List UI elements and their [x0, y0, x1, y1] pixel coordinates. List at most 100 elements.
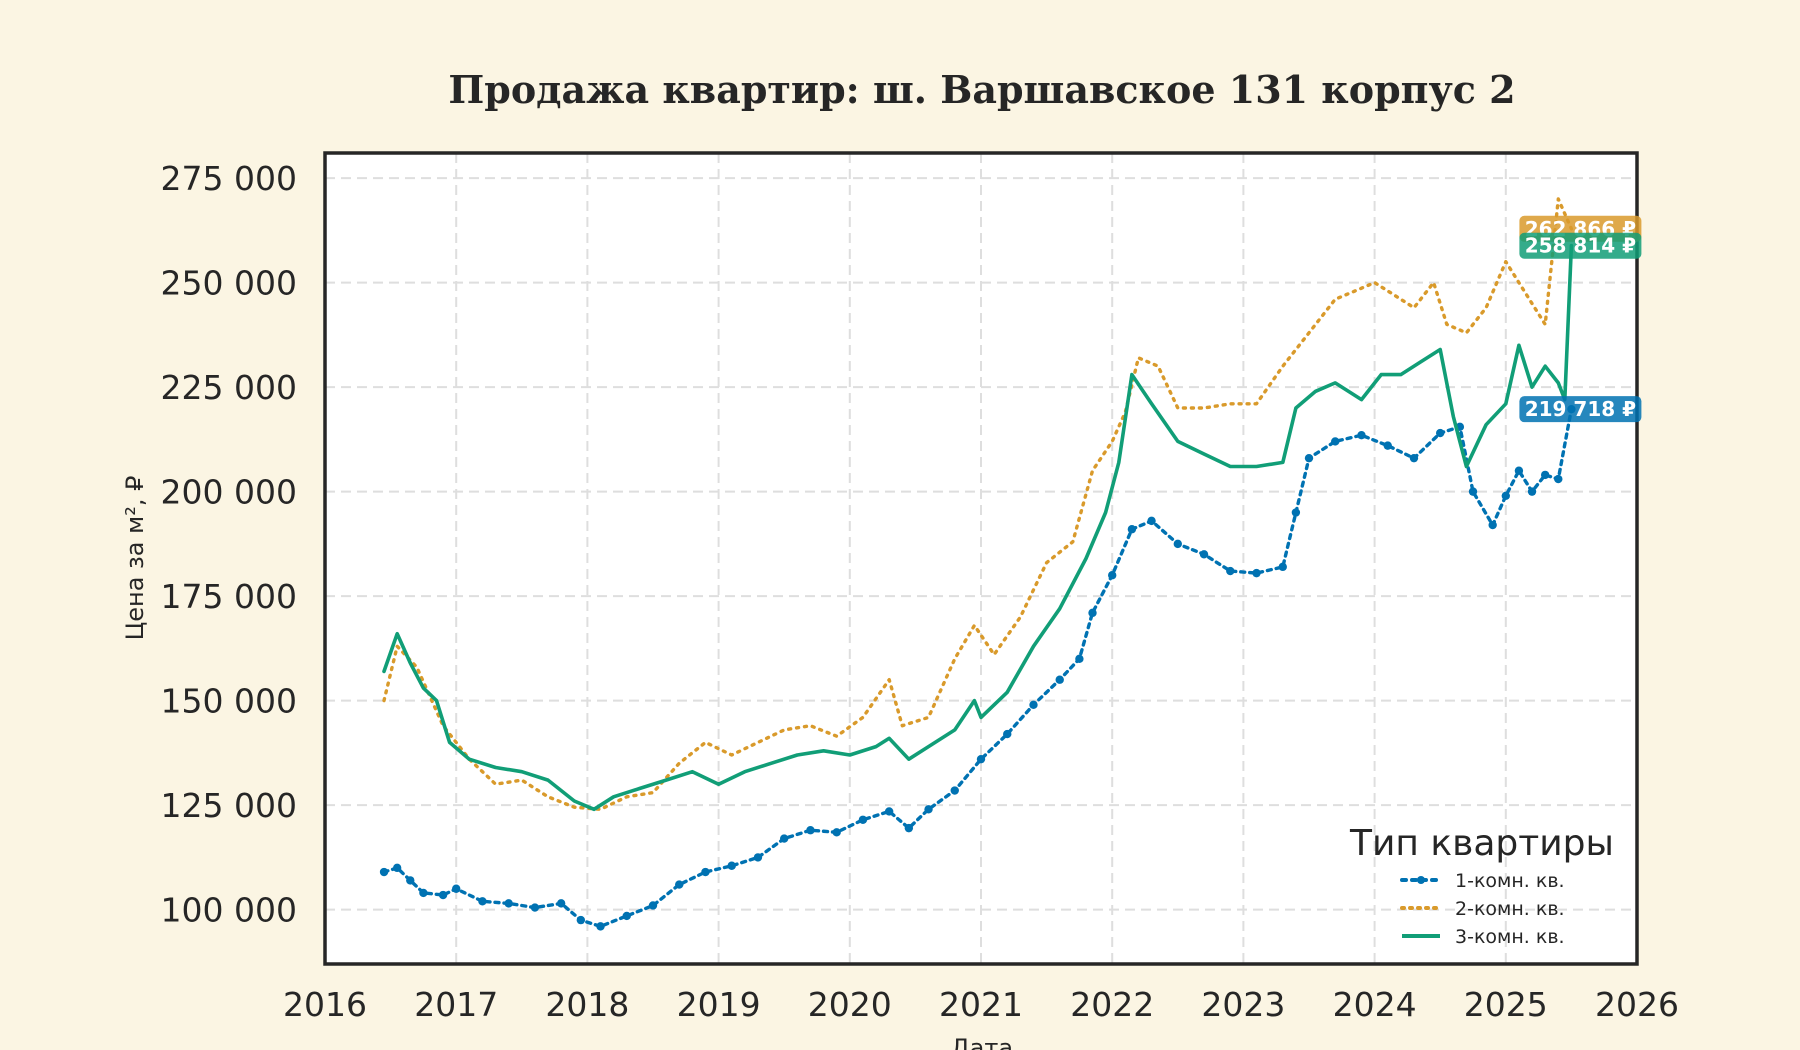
y-tick-label: 175 000 [161, 577, 297, 616]
series-point [1468, 487, 1478, 496]
series-point [1003, 729, 1012, 739]
series-point [1331, 437, 1340, 446]
series-point [1527, 487, 1537, 496]
series-point [478, 897, 487, 906]
legend-label-3: 3-комн. кв. [1455, 926, 1565, 948]
series-point [806, 826, 815, 835]
series-point [1501, 491, 1511, 500]
series-point [1199, 550, 1209, 559]
x-tick-label: 2020 [808, 985, 892, 1024]
series-point [530, 903, 540, 912]
series-line-2 [382, 197, 1574, 811]
series-point [1088, 608, 1097, 618]
series-point [438, 890, 448, 900]
series-point [832, 828, 841, 837]
series-point [1252, 568, 1261, 578]
series-point [924, 805, 933, 814]
series-point [1383, 441, 1392, 450]
end-label-text: 219 718 ₽ [1525, 397, 1636, 421]
x-tick-label: 2017 [414, 985, 498, 1024]
series-point [780, 834, 789, 843]
chart-title: Продажа квартир: ш. Варшавское 131 корпу… [448, 67, 1515, 112]
end-label-box [1519, 232, 1642, 259]
x-tick-label: 2023 [1201, 985, 1285, 1024]
legend-title: Тип квартиры [1349, 823, 1614, 864]
x-tick-label: 2018 [545, 985, 629, 1024]
series-point [1173, 539, 1183, 549]
series-point [406, 876, 415, 885]
end-label-box [1519, 396, 1642, 423]
x-tick-label: 2021 [939, 985, 1023, 1024]
series-point [452, 884, 461, 893]
legend-entry-1: 1-комн. кв. [1400, 870, 1565, 892]
series-point [504, 899, 513, 908]
series-point [1075, 654, 1084, 664]
series-point [701, 867, 710, 877]
legend-label-2: 2-комн. кв. [1455, 898, 1565, 920]
series-point [1436, 428, 1445, 438]
y-axis-label: Цена за м², ₽ [121, 476, 149, 641]
series-point [622, 911, 631, 921]
series-point [1514, 466, 1524, 475]
series-point [950, 786, 959, 795]
series-point [1304, 453, 1314, 463]
series-point [675, 880, 684, 889]
x-tick-label: 2026 [1595, 985, 1679, 1024]
x-axis-label: Дата [951, 1034, 1013, 1050]
series-point [1291, 508, 1301, 517]
series-point [1488, 520, 1497, 530]
series-line-1 [382, 407, 1574, 929]
series-point [1357, 430, 1366, 440]
series-point [556, 899, 566, 908]
end-labels: 262 866 ₽258 814 ₽219 718 ₽ [1519, 215, 1642, 423]
end-label-1: 219 718 ₽ [1519, 396, 1642, 423]
series-point [419, 888, 428, 898]
y-tick-label: 100 000 [161, 891, 297, 930]
y-axis-ticks: 100 000 125 000 150 000 175 000 200 000 225 0… [161, 159, 297, 930]
series-point [727, 861, 736, 870]
series-point [576, 915, 586, 925]
y-tick-label: 225 000 [161, 368, 297, 407]
legend-entry-2: 2-комн. кв. [1400, 898, 1565, 920]
series-point [648, 901, 658, 910]
y-tick-label: 150 000 [161, 682, 297, 721]
y-tick-label: 125 000 [161, 786, 297, 825]
legend-marker-1 [1417, 876, 1425, 884]
series-point [1226, 566, 1235, 576]
series-point [1409, 453, 1419, 463]
series-point [904, 823, 914, 833]
series-point [1147, 516, 1156, 526]
series-layer [379, 197, 1576, 931]
series-point [753, 853, 763, 862]
x-tick-label: 2024 [1333, 985, 1417, 1024]
series-point [858, 815, 868, 824]
y-tick-label: 250 000 [161, 264, 297, 303]
series-point [884, 807, 894, 816]
series-point [976, 754, 986, 764]
x-tick-label: 2019 [677, 985, 761, 1024]
series-point [1554, 474, 1563, 484]
end-label-text: 258 814 ₽ [1525, 234, 1636, 258]
series-point [379, 867, 389, 877]
series-point [1055, 675, 1064, 684]
x-tick-label: 2025 [1464, 985, 1548, 1024]
y-tick-label: 200 000 [161, 473, 297, 512]
series-point [1278, 562, 1287, 572]
legend-entry-3: 3-комн. кв. [1402, 926, 1565, 948]
plot-frame [323, 151, 1639, 966]
series-point [1540, 470, 1550, 480]
legend: Тип квартиры 1-комн. кв. 2-комн. кв. 3-к… [1349, 823, 1614, 948]
x-axis-ticks: 2016 2017 2018 2019 2020 2021 2022 2023 2024 2025… [283, 985, 1679, 1024]
series-point [1108, 571, 1117, 580]
series-point [1029, 700, 1038, 710]
y-tick-label: 275 000 [161, 159, 297, 198]
x-tick-label: 2016 [283, 985, 367, 1024]
legend-label-1: 1-комн. кв. [1455, 870, 1565, 892]
series-point [596, 922, 605, 931]
series-point [392, 863, 402, 873]
end-label-3: 258 814 ₽ [1519, 232, 1642, 259]
series-point [1127, 525, 1137, 534]
series-line-3 [382, 243, 1574, 812]
x-tick-label: 2022 [1070, 985, 1154, 1024]
